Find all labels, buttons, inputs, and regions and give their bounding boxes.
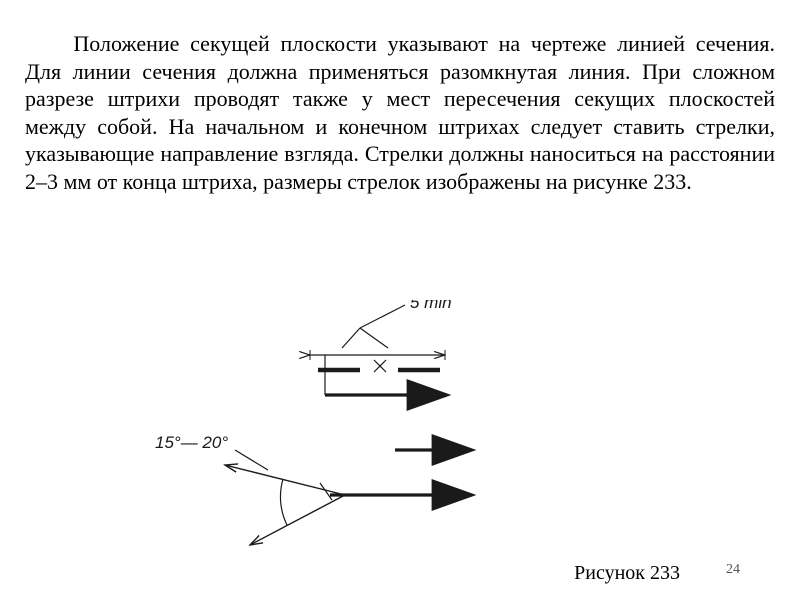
- label-angle: 15°— 20°: [155, 433, 228, 452]
- figure-233: 5 min 15°— 20°: [0, 300, 800, 560]
- top-section-line-group: 5 min: [310, 300, 452, 395]
- body-paragraph: Положение секущей плоскости указывают на…: [25, 30, 775, 195]
- label-5min: 5 min: [410, 300, 452, 312]
- page-number: 24: [726, 562, 740, 578]
- figure-233-svg: 5 min 15°— 20°: [0, 300, 800, 560]
- figure-caption: Рисунок 233: [574, 562, 680, 585]
